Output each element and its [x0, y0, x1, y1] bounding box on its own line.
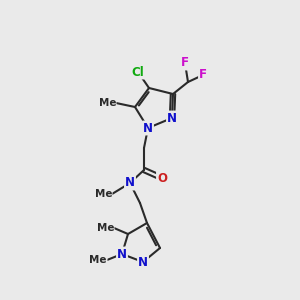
Text: Me: Me: [97, 223, 114, 233]
Text: F: F: [181, 56, 189, 70]
Text: N: N: [143, 122, 153, 134]
Text: Me: Me: [89, 255, 107, 265]
Text: N: N: [138, 256, 148, 268]
Text: Me: Me: [98, 98, 116, 108]
Text: F: F: [199, 68, 207, 82]
Text: O: O: [157, 172, 167, 184]
Text: N: N: [167, 112, 177, 124]
Text: N: N: [117, 248, 127, 260]
Text: N: N: [125, 176, 135, 190]
Text: Cl: Cl: [132, 65, 144, 79]
Text: Me: Me: [94, 189, 112, 199]
